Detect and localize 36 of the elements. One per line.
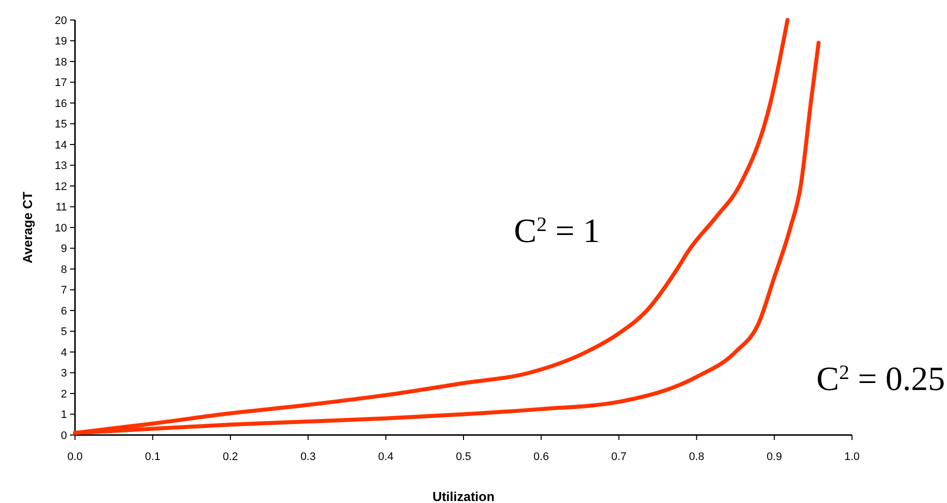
y-tick-label: 8	[60, 264, 67, 276]
y-tick-label: 0	[60, 430, 67, 442]
x-tick-label: 0.8	[688, 451, 704, 463]
x-tick-label: 0.3	[300, 451, 316, 463]
x-tick-label: 0.7	[611, 451, 627, 463]
x-axis-title: Utilization	[432, 489, 495, 503]
x-tick-label: 0.0	[67, 451, 83, 463]
y-tick-label: 6	[60, 305, 67, 318]
x-tick-label: 0.6	[534, 451, 549, 463]
x-tick-label: 0.2	[222, 451, 238, 463]
y-tick-label: 13	[54, 160, 67, 172]
y-tick-label: 3	[60, 368, 67, 380]
y-tick-label: 18	[54, 56, 67, 68]
y-tick-label: 5	[60, 326, 67, 338]
x-tick-label: 0.1	[145, 451, 160, 463]
y-tick-label: 15	[54, 118, 67, 131]
x-tick-label: 0.4	[378, 451, 394, 463]
y-tick-label: 11	[56, 202, 67, 214]
x-tick-label: 0.5	[456, 451, 472, 463]
y-tick-label: 17	[54, 77, 67, 90]
y-tick-label: 2	[60, 388, 67, 400]
text: C$^{2}$ = 0.25	[816, 361, 945, 398]
y-tick-label: 1	[60, 409, 67, 422]
y-axis-title: Average CT	[20, 192, 35, 264]
y-tick-label: 10	[54, 222, 67, 234]
x-tick-label: 1.0	[844, 451, 860, 463]
y-tick-label: 14	[54, 139, 67, 152]
y-tick-label: 12	[54, 180, 67, 193]
y-tick-label: 4	[60, 346, 67, 359]
y-tick-label: 9	[60, 243, 67, 256]
y-tick-label: 19	[54, 36, 67, 48]
x-tick-label: 0.9	[766, 451, 782, 463]
text: C$^{2}$ = 1	[514, 213, 600, 250]
y-tick-label: 16	[54, 98, 67, 110]
y-tick-label: 20	[54, 14, 67, 27]
y-tick-label: 7	[60, 284, 67, 297]
